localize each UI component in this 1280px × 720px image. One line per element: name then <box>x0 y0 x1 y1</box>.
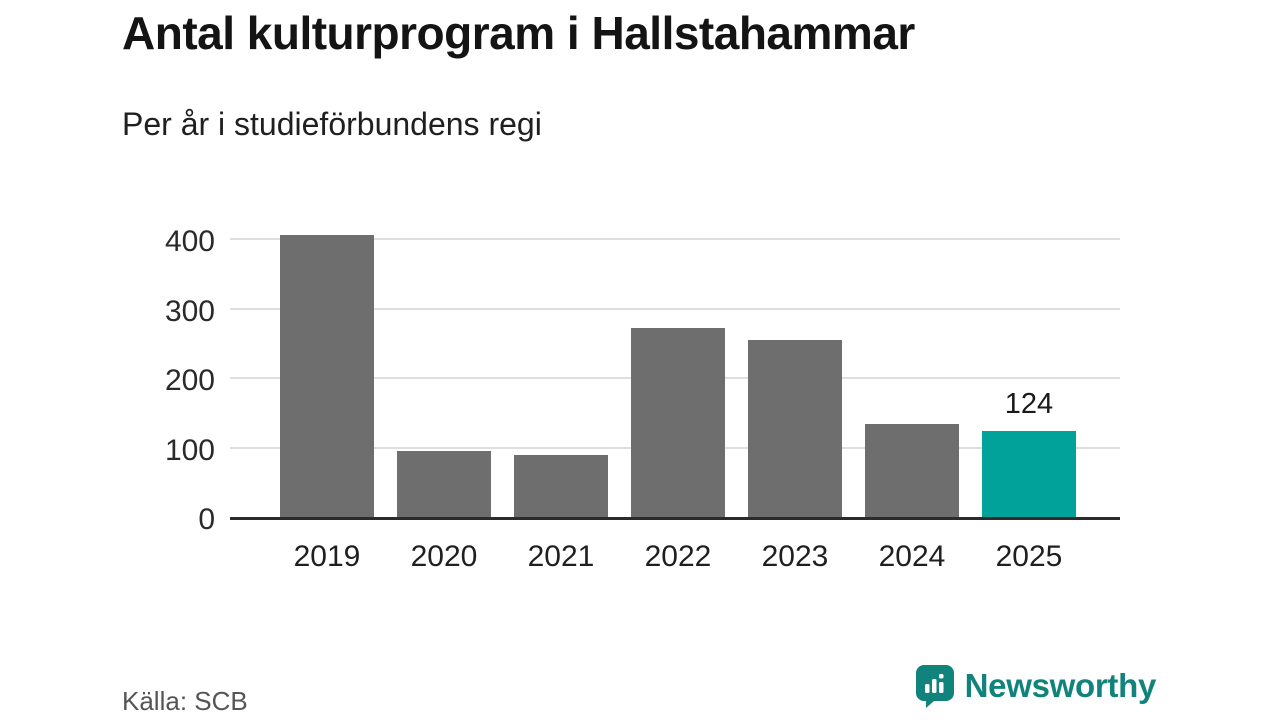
bar-2021 <box>514 455 608 517</box>
x-tick-label-2022: 2022 <box>644 540 712 573</box>
bar-2019 <box>280 234 374 517</box>
y-tick-label-100: 100 <box>164 433 215 467</box>
newsworthy-logo-icon <box>915 665 954 708</box>
bar-2023 <box>748 339 842 517</box>
gridline-300 <box>230 307 1120 310</box>
newsworthy-logo: Newsworthy <box>915 664 1156 708</box>
plot-area: 124 <box>230 210 1120 520</box>
gridline-400 <box>230 238 1120 240</box>
y-tick-label-200: 200 <box>164 364 215 397</box>
y-tick-label-400: 400 <box>164 225 215 258</box>
y-axis: 0 100 200 300 400 <box>95 210 215 536</box>
bar-2025 <box>982 430 1076 517</box>
x-tick-label-2024: 2024 <box>878 540 946 573</box>
y-tick-label-300: 300 <box>164 294 215 328</box>
x-tick-label-2023: 2023 <box>761 540 829 573</box>
x-tick-label-2025: 2025 <box>995 540 1063 573</box>
newsworthy-wordmark: Newsworthy <box>964 667 1157 704</box>
y-tick-label-0: 0 <box>198 503 215 536</box>
x-tick-label-2020: 2020 <box>410 540 478 573</box>
x-tick-label-2021: 2021 <box>527 540 595 573</box>
source-note: Källa: SCB <box>122 686 248 716</box>
bar-2022 <box>631 327 725 517</box>
chart-title: Antal kulturprogram i Hallstahammar <box>122 7 915 59</box>
x-axis: 2019 2020 2021 2022 2023 2024 2025 <box>230 538 1120 580</box>
x-tick-label-2019: 2019 <box>293 540 361 573</box>
value-label-2025: 124 <box>1004 387 1054 420</box>
chart-subtitle: Per år i studieförbundens regi <box>122 106 542 142</box>
bar-2024 <box>865 423 959 517</box>
bar-2020 <box>397 450 491 517</box>
